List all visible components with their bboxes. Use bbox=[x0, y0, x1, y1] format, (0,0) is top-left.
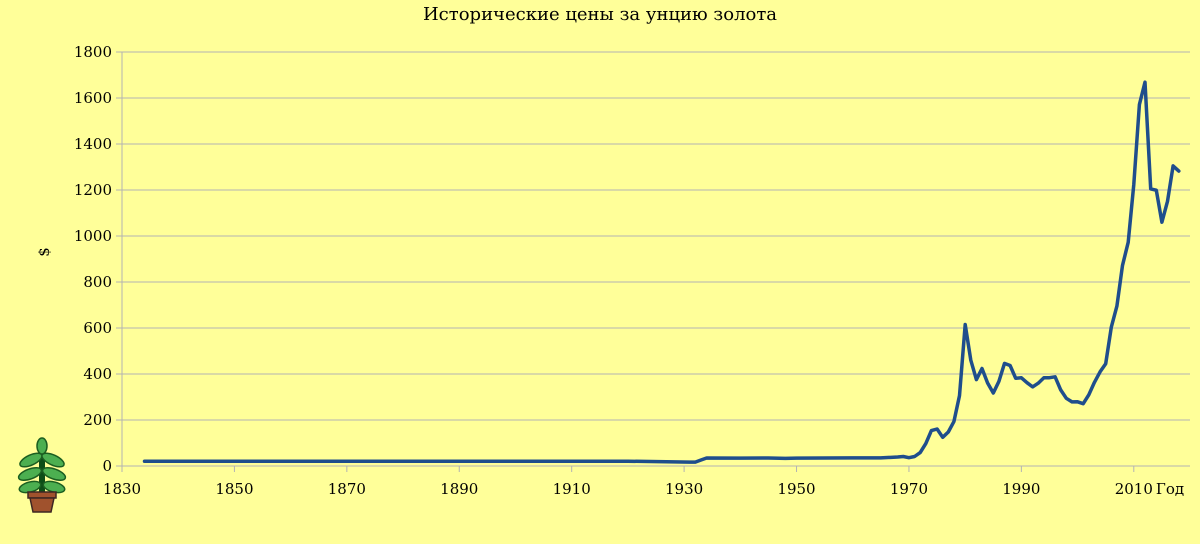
series-layer bbox=[142, 80, 1181, 464]
axes bbox=[121, 52, 1190, 467]
y-tick-label: 800 bbox=[83, 273, 112, 291]
x-tick-label: 1850 bbox=[215, 480, 253, 498]
x-tick-label: 1950 bbox=[777, 480, 815, 498]
y-tick-label: 1600 bbox=[74, 89, 112, 107]
y-axis-ticks: 0 200 400 600 800 1000 1200 1400 1600 1800 bbox=[74, 43, 122, 475]
x-tick-label: 1890 bbox=[440, 480, 478, 498]
y-tick-label: 1000 bbox=[74, 227, 112, 245]
x-tick-label: 1970 bbox=[890, 480, 928, 498]
y-tick-label: 1800 bbox=[74, 43, 112, 61]
chart-title: Исторические цены за унцию золота bbox=[423, 4, 777, 25]
x-tick-label: 1910 bbox=[553, 480, 591, 498]
y-tick-label: 0 bbox=[102, 457, 112, 475]
y-tick-label: 200 bbox=[83, 411, 112, 429]
series-line bbox=[142, 80, 1181, 464]
y-tick-label: 1200 bbox=[74, 181, 112, 199]
y-tick-label: 600 bbox=[83, 319, 112, 337]
x-tick-label: 1830 bbox=[103, 480, 141, 498]
x-tick-label: 1930 bbox=[665, 480, 703, 498]
x-tick-label: 1990 bbox=[1002, 480, 1040, 498]
grid-lines bbox=[122, 51, 1190, 421]
y-tick-label: 1400 bbox=[74, 135, 112, 153]
x-axis-label: Год bbox=[1156, 480, 1184, 498]
x-axis-ticks: 1830 1850 1870 1890 1910 1930 1950 1970 1990 2010 bbox=[103, 466, 1153, 498]
plant-pot-icon bbox=[17, 437, 67, 513]
y-tick-label: 400 bbox=[83, 365, 112, 383]
y-axis-label: $ bbox=[35, 247, 53, 257]
x-tick-label: 2010 bbox=[1115, 480, 1153, 498]
x-tick-label: 1870 bbox=[328, 480, 366, 498]
